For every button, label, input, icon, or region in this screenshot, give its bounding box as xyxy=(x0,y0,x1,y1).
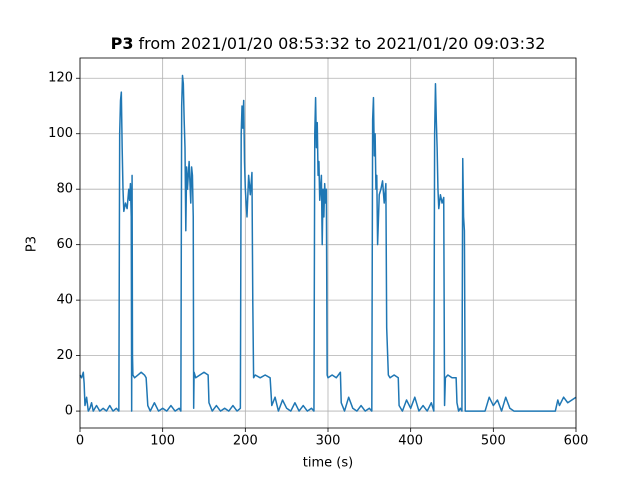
title-text: from 2021/01/20 08:53:32 to 2021/01/20 0… xyxy=(138,34,545,53)
y-tick-label: 80 xyxy=(56,182,73,197)
y-tick-label: 0 xyxy=(65,404,73,419)
x-tick-label: 200 xyxy=(233,434,258,449)
x-tick-label: 500 xyxy=(481,434,506,449)
data-line xyxy=(79,74,577,412)
y-tick-label: 120 xyxy=(48,71,73,86)
y-tick-label: 100 xyxy=(48,126,73,141)
x-tick-label: 0 xyxy=(76,434,84,449)
plot-frame xyxy=(79,57,577,429)
x-tick-label: 400 xyxy=(398,434,423,449)
title-name: P3 xyxy=(111,34,134,53)
chart-title: P3 from 2021/01/20 08:53:32 to 2021/01/20… xyxy=(111,34,546,53)
x-tick-label: 600 xyxy=(564,434,589,449)
y-tick-label: 60 xyxy=(56,237,73,252)
y-tick-label: 20 xyxy=(56,348,73,363)
x-tick-label: 300 xyxy=(316,434,341,449)
y-axis-label: P3 xyxy=(25,236,40,252)
x-tick-label: 100 xyxy=(150,434,175,449)
x-axis-label: time (s) xyxy=(303,456,353,471)
y-tick-label: 40 xyxy=(56,293,73,308)
